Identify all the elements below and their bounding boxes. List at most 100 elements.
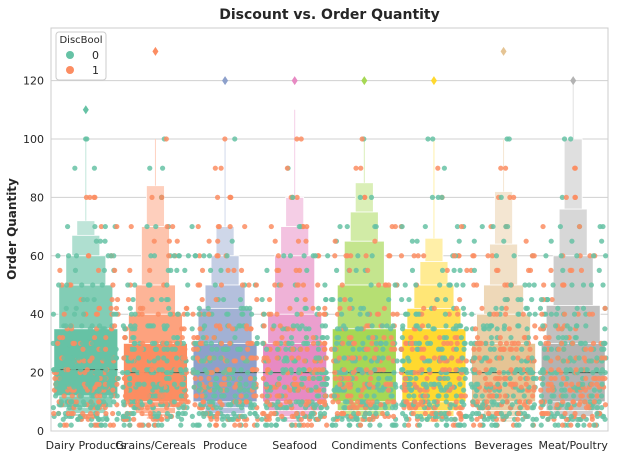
swarm-point bbox=[120, 384, 126, 390]
swarm-point bbox=[443, 393, 449, 399]
swarm-point bbox=[147, 355, 153, 361]
swarm-point bbox=[424, 375, 430, 382]
swarm-point bbox=[285, 326, 291, 332]
swarm-point bbox=[569, 340, 576, 346]
swarm-point bbox=[217, 399, 223, 405]
swarm-point bbox=[348, 399, 354, 405]
swarm-point bbox=[289, 422, 295, 428]
swarm-point bbox=[106, 381, 112, 387]
swarm-point bbox=[457, 267, 463, 273]
swarm-point bbox=[442, 367, 448, 373]
swarm-point bbox=[484, 323, 490, 329]
swarm-point bbox=[55, 253, 61, 259]
swarm-point bbox=[231, 410, 237, 417]
swarm-point bbox=[199, 393, 205, 399]
swarm-point bbox=[544, 296, 551, 303]
swarm-point bbox=[77, 405, 83, 411]
swarm-point bbox=[295, 238, 302, 244]
swarm-point bbox=[460, 305, 467, 311]
swarm-point bbox=[191, 384, 197, 390]
swarm-point bbox=[264, 355, 270, 361]
swarm-point bbox=[362, 410, 369, 417]
swarm-point bbox=[400, 323, 406, 329]
swarm-point bbox=[84, 136, 90, 142]
swarm-point bbox=[130, 296, 136, 303]
swarm-point bbox=[179, 381, 185, 387]
swarm-point bbox=[125, 296, 132, 303]
swarm-point bbox=[468, 340, 474, 346]
swarm-point bbox=[405, 422, 412, 428]
swarm-point bbox=[487, 381, 494, 387]
swarm-point bbox=[427, 358, 433, 364]
swarm-point bbox=[602, 305, 608, 311]
swarm-point bbox=[365, 267, 371, 273]
swarm-point bbox=[512, 340, 518, 346]
swarm-point bbox=[497, 340, 503, 346]
swarm-point bbox=[195, 282, 201, 288]
swarm-point bbox=[190, 422, 196, 428]
swarm-point bbox=[580, 282, 587, 288]
swarm-point bbox=[182, 267, 188, 273]
legend-marker-1 bbox=[66, 66, 74, 74]
swarm-point bbox=[298, 416, 304, 422]
swarm-point bbox=[347, 296, 353, 303]
swarm-point bbox=[231, 358, 237, 364]
swarm-point bbox=[125, 282, 131, 288]
swarm-point bbox=[316, 311, 323, 317]
swarm-point bbox=[147, 399, 153, 405]
y-axis-label: Order Quantity bbox=[5, 178, 19, 280]
swarm-point bbox=[543, 253, 549, 259]
swarm-point bbox=[443, 323, 449, 329]
swarm-point bbox=[523, 238, 529, 244]
swarm-point bbox=[573, 367, 579, 373]
swarm-point bbox=[161, 346, 167, 352]
swarm-point bbox=[57, 334, 63, 341]
swarm-point bbox=[503, 305, 509, 311]
swarm-point bbox=[230, 375, 236, 382]
swarm-point bbox=[368, 194, 375, 200]
swarm-point bbox=[446, 311, 452, 317]
swarm-point bbox=[102, 346, 109, 352]
swarm-point bbox=[363, 253, 369, 259]
swarm-point bbox=[294, 296, 300, 303]
swarm-point bbox=[452, 416, 458, 422]
swarm-point bbox=[132, 311, 138, 317]
swarm-point bbox=[128, 355, 134, 361]
swarm-point bbox=[306, 399, 312, 405]
swarm-point bbox=[135, 355, 142, 361]
outlier-120 bbox=[430, 76, 437, 86]
swarm-point bbox=[221, 375, 227, 382]
swarm-point bbox=[381, 305, 387, 311]
swarm-point bbox=[175, 410, 181, 417]
swarm-point bbox=[602, 326, 608, 332]
swarm-point bbox=[455, 311, 461, 317]
swarm-point bbox=[89, 369, 95, 376]
swarm-point bbox=[456, 238, 462, 244]
swarm-point bbox=[199, 267, 206, 273]
swarm-point bbox=[567, 355, 573, 361]
swarm-point bbox=[602, 402, 609, 408]
swarm-point bbox=[548, 375, 554, 382]
swarm-point bbox=[494, 326, 500, 332]
swarm-point bbox=[454, 282, 460, 288]
swarm-point bbox=[523, 340, 530, 346]
swarm-point bbox=[249, 340, 255, 346]
swarm-point bbox=[420, 381, 426, 387]
swarm-point bbox=[54, 367, 60, 373]
swarm-point bbox=[179, 334, 185, 341]
swarm-point bbox=[281, 384, 288, 390]
swarm-point bbox=[94, 410, 100, 417]
swarm-point bbox=[457, 410, 463, 417]
swarm-point bbox=[140, 340, 146, 346]
swarm-point bbox=[422, 410, 428, 417]
swarm-point bbox=[518, 296, 524, 303]
swarm-point bbox=[201, 323, 208, 329]
swarm-point bbox=[320, 334, 326, 341]
swarm-point bbox=[108, 253, 114, 259]
swarm-point bbox=[377, 387, 383, 393]
swarm-point bbox=[501, 346, 507, 352]
swarm-point bbox=[502, 393, 508, 399]
swarm-point bbox=[347, 381, 353, 387]
swarm-point bbox=[436, 381, 442, 387]
swarm-point bbox=[337, 375, 343, 382]
